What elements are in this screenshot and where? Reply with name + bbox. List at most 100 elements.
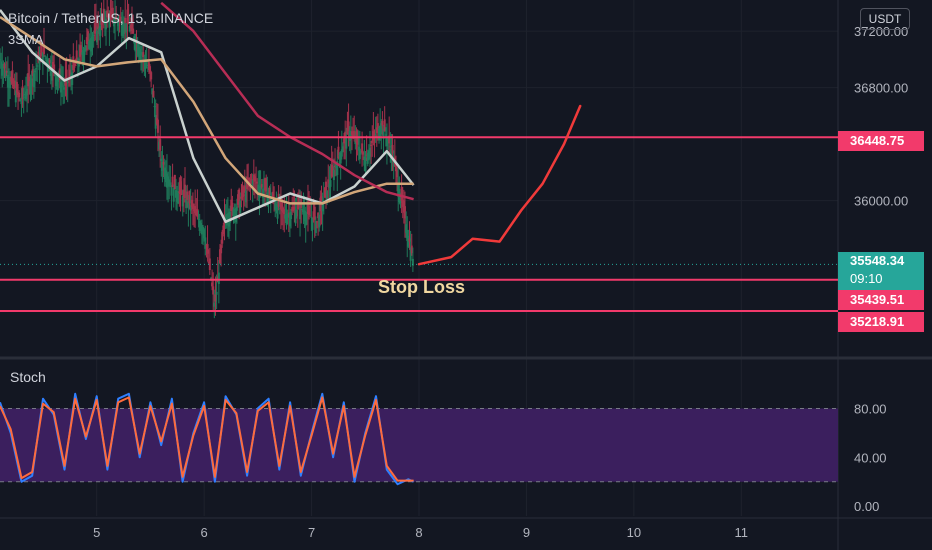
candle-body (114, 19, 117, 24)
candle-body (173, 174, 176, 190)
candle-body (382, 128, 385, 139)
candle-body (352, 132, 355, 137)
candle-body (288, 212, 291, 227)
candle-body (101, 20, 104, 24)
candle-body (220, 245, 223, 254)
candle-body (260, 184, 263, 188)
candle-body (388, 135, 391, 144)
symbol-title: Bitcoin / TetherUS, 15, BINANCE (8, 10, 214, 26)
candle-body (140, 51, 143, 55)
level-tag-35439: 35439.51 (838, 290, 924, 310)
candle-body (109, 10, 112, 18)
candle-body (172, 188, 175, 202)
candle-body (66, 81, 69, 83)
candle-body (209, 278, 212, 280)
candle-body (163, 167, 166, 180)
candle-body (193, 209, 196, 212)
currency-button[interactable]: USDT (860, 8, 910, 30)
candle-body (241, 184, 244, 197)
candle-body (134, 38, 137, 52)
candle-body (234, 208, 237, 223)
candle-body (222, 225, 225, 235)
candle-body (385, 137, 388, 147)
candle-body (311, 217, 314, 230)
candle-body (182, 189, 185, 197)
candle-body (235, 206, 238, 211)
candle-body (336, 161, 339, 175)
candle-body (359, 150, 362, 152)
candle-body (121, 22, 124, 37)
candle-body (317, 212, 320, 219)
stoch-y-tick-label: 0.00 (854, 499, 879, 514)
candle-body (57, 78, 60, 80)
candle-body (387, 140, 390, 142)
candle-body (119, 16, 122, 22)
level-tag-36448: 36448.75 (838, 131, 924, 151)
candle-body (292, 206, 295, 211)
sma-line (0, 15, 414, 205)
candle-body (9, 79, 12, 89)
candle-body (337, 146, 340, 159)
candle-body (84, 45, 87, 51)
candle-body (339, 152, 342, 164)
candle-body (350, 131, 353, 135)
candle-body (63, 87, 66, 90)
candle-body (275, 203, 278, 211)
candle-body (19, 99, 22, 101)
candle-body (14, 90, 17, 103)
candle-body (343, 138, 346, 144)
stoch-y-tick-label: 80.00 (854, 401, 887, 416)
candle-body (282, 207, 285, 213)
candle-body (394, 162, 397, 172)
candle-body (55, 74, 58, 87)
candle-body (89, 39, 92, 51)
candle-body (0, 59, 1, 61)
candle-body (365, 154, 368, 156)
candle-body (137, 46, 140, 57)
x-tick-label: 10 (627, 525, 641, 540)
candle-body (242, 194, 245, 196)
candle-body (165, 173, 168, 188)
candle-body (309, 215, 312, 217)
candle-body (174, 190, 177, 198)
candle-body (116, 20, 119, 22)
candle-body (188, 190, 191, 204)
sma-line (0, 9, 415, 224)
candle-body (167, 176, 170, 184)
candle-body (176, 191, 179, 202)
candle-body (244, 190, 247, 203)
candle-body (279, 195, 282, 210)
candle-body (259, 186, 262, 190)
candle-body (48, 59, 51, 64)
candle-body (278, 208, 281, 210)
x-tick-label: 8 (415, 525, 422, 540)
candle-body (189, 205, 192, 211)
candle-body (138, 49, 141, 61)
candle-body (305, 212, 308, 214)
candle-body (159, 139, 162, 151)
candle-body (38, 60, 41, 71)
candle-body (144, 62, 147, 70)
candle-body (347, 121, 350, 132)
candle-body (177, 192, 180, 204)
candle-body (150, 72, 153, 80)
candle-body (206, 244, 209, 254)
candle-body (401, 199, 404, 207)
candle-body (353, 131, 356, 139)
candle-body (44, 55, 47, 57)
candle-body (296, 202, 299, 209)
candle-body (409, 247, 412, 261)
candle-body (283, 209, 286, 215)
candle-body (362, 152, 365, 155)
candle-body (124, 17, 127, 23)
candle-body (22, 96, 25, 98)
candle-body (11, 70, 14, 84)
candle-body (239, 200, 242, 213)
candle-body (72, 56, 75, 71)
candle-body (238, 189, 241, 203)
candle-body (306, 201, 309, 214)
candle-body (26, 88, 29, 96)
candle-body (202, 226, 205, 232)
candle-body (13, 80, 16, 89)
